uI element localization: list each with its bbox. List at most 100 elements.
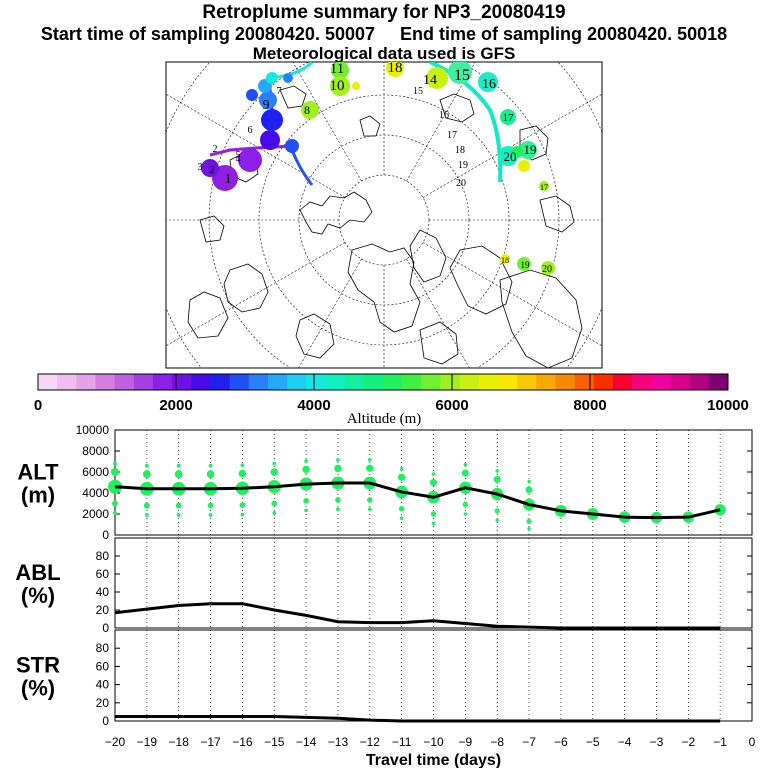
altitude-distribution-dot (367, 497, 373, 503)
y-tick-label: 80 (96, 549, 110, 563)
coastline (439, 93, 475, 123)
altitude-distribution-dot (304, 508, 308, 513)
altitude-distribution-dot (239, 502, 246, 508)
meridian-line (422, 93, 602, 198)
altitude-distribution-dot (525, 486, 533, 494)
y-tick-label: 80 (96, 641, 110, 655)
coastline (299, 191, 373, 235)
plume-marker (500, 109, 516, 125)
altitude-distribution-dot (208, 513, 213, 517)
map-day-label: 14 (423, 73, 437, 88)
map-day-label: 10 (330, 78, 345, 94)
altitude-distribution-dot (398, 473, 406, 481)
colorbar-swatch (651, 374, 671, 390)
altitude-distribution-dot (143, 502, 150, 509)
panel-frame (114, 629, 753, 722)
y-tick-label: 60 (96, 567, 110, 581)
plume-marker (330, 76, 350, 96)
time-series-panels: 0200040006000800010000ALT(m)020406080ABL… (15, 423, 755, 768)
y-tick-label: 4000 (82, 486, 109, 500)
altitude-distribution-dot (493, 475, 501, 483)
colorbar-swatch (153, 374, 173, 390)
y-tick-label: 0 (102, 714, 109, 728)
x-tick-label: −15 (264, 735, 285, 749)
altitude-distribution-dot (335, 497, 341, 503)
meridian-line (422, 242, 602, 347)
colorbar-swatch (210, 374, 231, 390)
map-day-label: 17 (447, 130, 457, 141)
altitude-distribution-dot (494, 508, 500, 514)
x-tick-label: −11 (392, 735, 412, 749)
y-tick-label: 60 (96, 659, 110, 673)
start-time: Start time of sampling 20080420. 50007 (40, 24, 375, 44)
y-tick-label: 10000 (76, 423, 110, 437)
colorbar-swatch (95, 374, 116, 390)
altitude-distribution-dot (176, 513, 181, 518)
x-tick-label: −7 (522, 735, 536, 749)
colorbar-swatch (57, 374, 77, 390)
coastline (279, 85, 307, 109)
map-day-label: 2 (209, 164, 215, 176)
x-tick-label: −13 (328, 735, 349, 749)
altitude-distribution-dot (431, 521, 436, 526)
series-line (114, 602, 721, 630)
x-tick-label: −17 (200, 735, 221, 749)
series-line (115, 714, 721, 723)
y-axis-label: (m) (21, 483, 55, 508)
plume-marker (519, 141, 537, 159)
plume-marker (539, 181, 549, 191)
altitude-colorbar: 0 2000 4000 6000 8000 10000 Altitude (m) (34, 373, 749, 427)
series-line (114, 481, 721, 520)
altitude-distribution-dot (461, 469, 469, 477)
altitude-distribution-dot (111, 468, 119, 476)
trajectory-line (290, 149, 314, 186)
colorbar-swatch (708, 374, 729, 390)
altitude-distribution-dot (174, 470, 183, 479)
end-time: End time of sampling 20080420. 50018 (400, 24, 728, 44)
x-tick-label: −16 (232, 735, 253, 749)
altitude-distribution-dot (429, 478, 438, 487)
altitude-distribution-dot (272, 511, 277, 515)
altitude-distribution-dot (238, 469, 247, 478)
coastline (499, 269, 583, 368)
colorbar-swatch (517, 374, 537, 390)
map-day-label: 4 (236, 154, 241, 165)
y-axis-label: ALT (17, 460, 59, 485)
altitude-distribution-dot (495, 518, 499, 523)
colorbar-swatch (632, 374, 652, 390)
map-day-label: 11 (330, 61, 344, 77)
coastline (409, 229, 447, 283)
coastline (359, 115, 381, 137)
plume-marker (331, 62, 349, 79)
map-day-label: 16 (439, 110, 449, 121)
altitude-distribution-dot (334, 464, 342, 473)
plume-marker (260, 130, 280, 150)
map-day-label: 3 (198, 162, 203, 173)
coastline (539, 195, 575, 233)
altitude-distribution-dot (270, 468, 279, 476)
altitude-distribution-dot (527, 526, 531, 531)
altitude-distribution-dot (431, 472, 436, 476)
coastline (223, 263, 269, 313)
plume-marker (478, 72, 498, 92)
plume-marker (261, 109, 283, 131)
altitude-distribution-dot (304, 459, 308, 463)
map-day-label: 20 (542, 264, 552, 275)
plume-marker (201, 159, 219, 177)
plume-marker (266, 72, 278, 84)
coastline (347, 243, 421, 333)
colorbar-swatch (133, 374, 154, 390)
map-day-label: 17 (540, 183, 548, 192)
plume-marker (259, 91, 277, 109)
altitude-distribution-dot (303, 498, 309, 504)
altitude-distribution-dot (366, 464, 374, 473)
altitude-distribution-dot (336, 507, 340, 512)
colorbar-swatch (440, 374, 461, 390)
y-axis-label: (%) (21, 583, 55, 608)
colorbar-swatch (574, 374, 595, 390)
colorbar-frame (37, 373, 729, 391)
x-axis: −20 −19 −18 −17 −16 −15 −14 −13 −12 −11 −10 −9 −8 −7−… (105, 735, 756, 768)
y-tick-label: 0 (102, 621, 109, 635)
altitude-distribution-dot (398, 506, 405, 512)
